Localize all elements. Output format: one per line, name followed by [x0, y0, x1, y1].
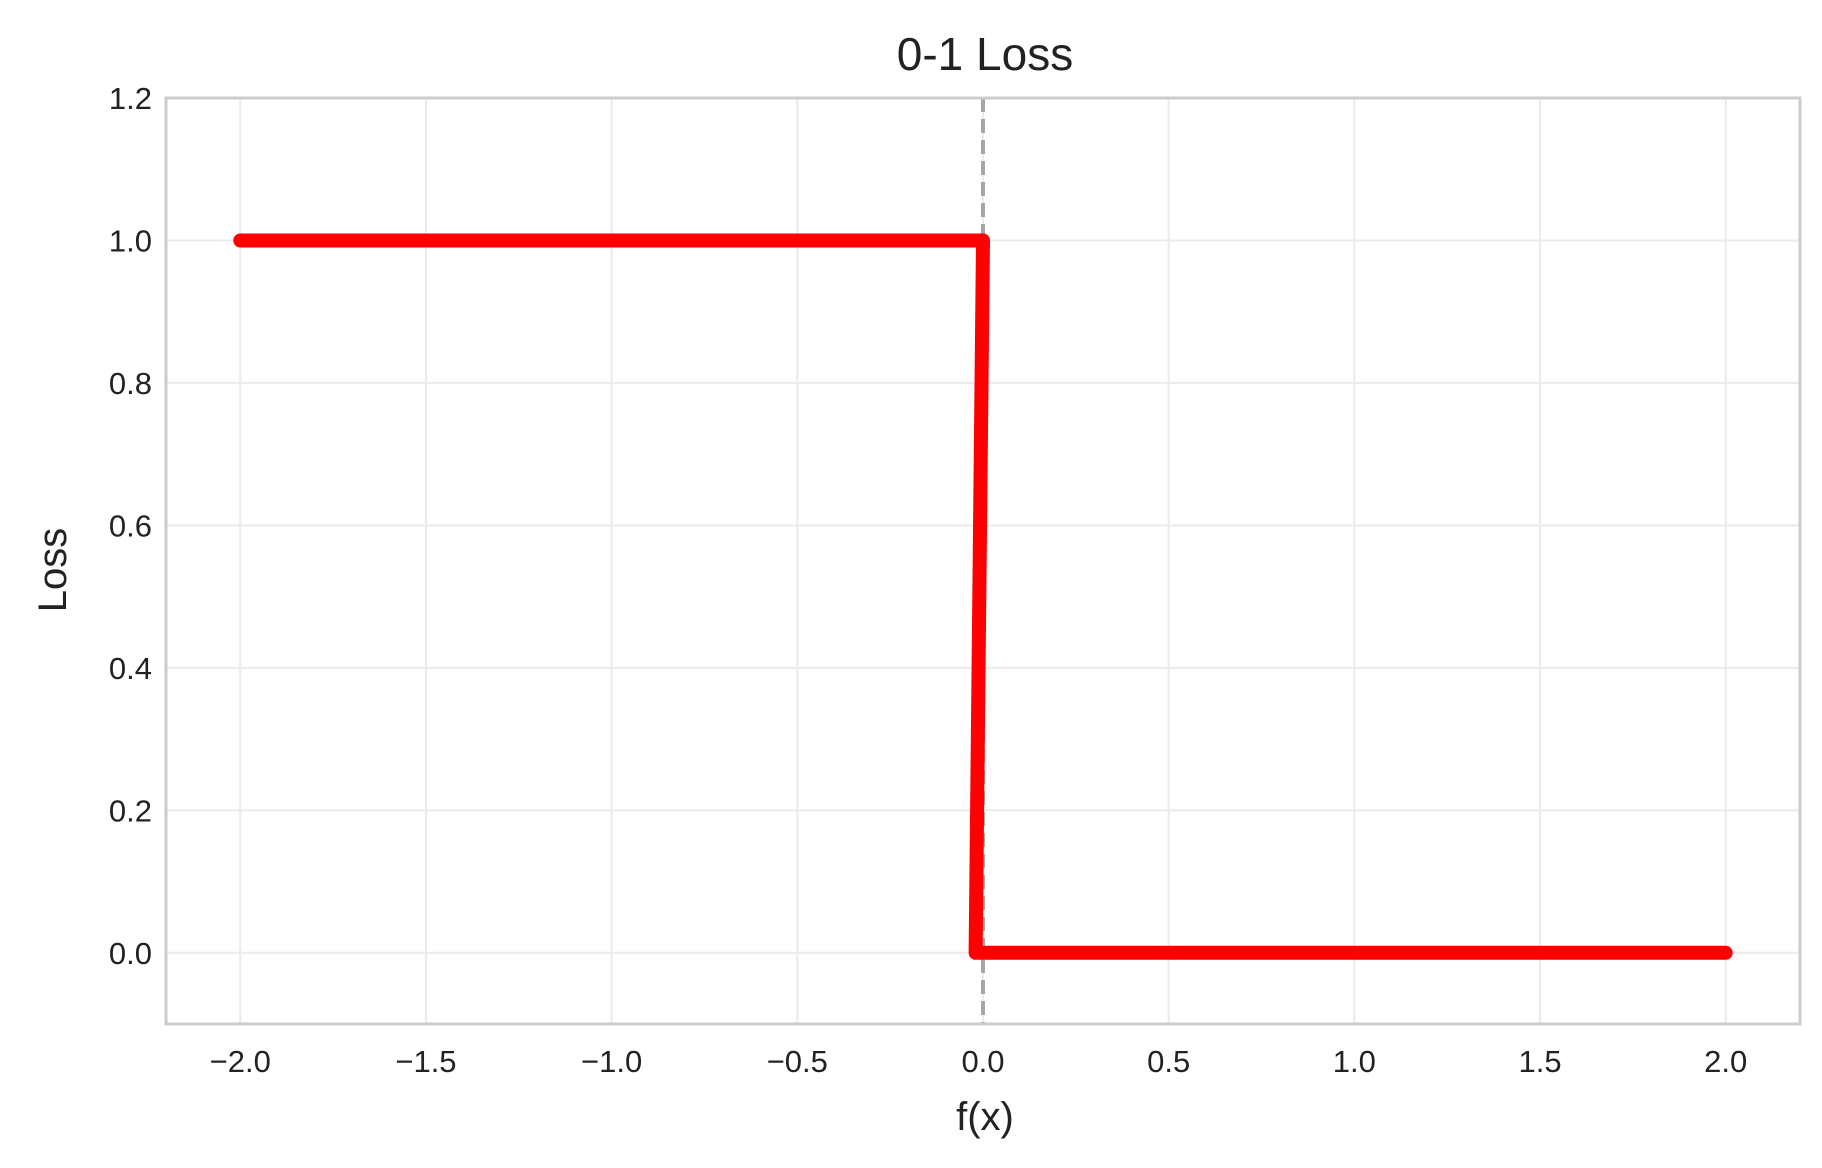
x-tick-label: 1.0: [1333, 1044, 1376, 1079]
series-line-1: [233, 233, 1733, 960]
y-tick-label: 1.0: [109, 223, 152, 258]
x-tick-label: −1.0: [581, 1044, 642, 1079]
x-tick-label: 0.0: [961, 1044, 1004, 1079]
plot-frame: [164, 96, 1802, 1026]
y-tick-label: 0.8: [109, 366, 152, 401]
x-tick-label: 2.0: [1704, 1044, 1747, 1079]
y-tick-label: 0.6: [109, 508, 152, 543]
x-tick-label: −1.5: [395, 1044, 456, 1079]
x-tick-label: 1.5: [1518, 1044, 1561, 1079]
y-tick-label: 0.2: [109, 793, 152, 828]
x-tick-label: −0.5: [767, 1044, 828, 1079]
x-tick-labels: −2.0 −1.5 −1.0 −0.5 0.0 0.5 1.0 1.5 2.0: [210, 1044, 1748, 1079]
x-tick-label: 0.5: [1147, 1044, 1190, 1079]
y-tick-label: 1.2: [109, 81, 152, 116]
y-tick-label: 0.0: [109, 936, 152, 971]
x-tick-label: −2.0: [210, 1044, 271, 1079]
series-layer: [233, 233, 1733, 960]
y-axis-label: Loss: [31, 528, 75, 613]
chart-title: 0-1 Loss: [897, 28, 1073, 80]
y-tick-labels: 0.0 0.2 0.4 0.6 0.8 1.0 1.2: [109, 81, 152, 971]
x-axis-label: f(x): [956, 1095, 1014, 1139]
y-tick-label: 0.4: [109, 651, 152, 686]
